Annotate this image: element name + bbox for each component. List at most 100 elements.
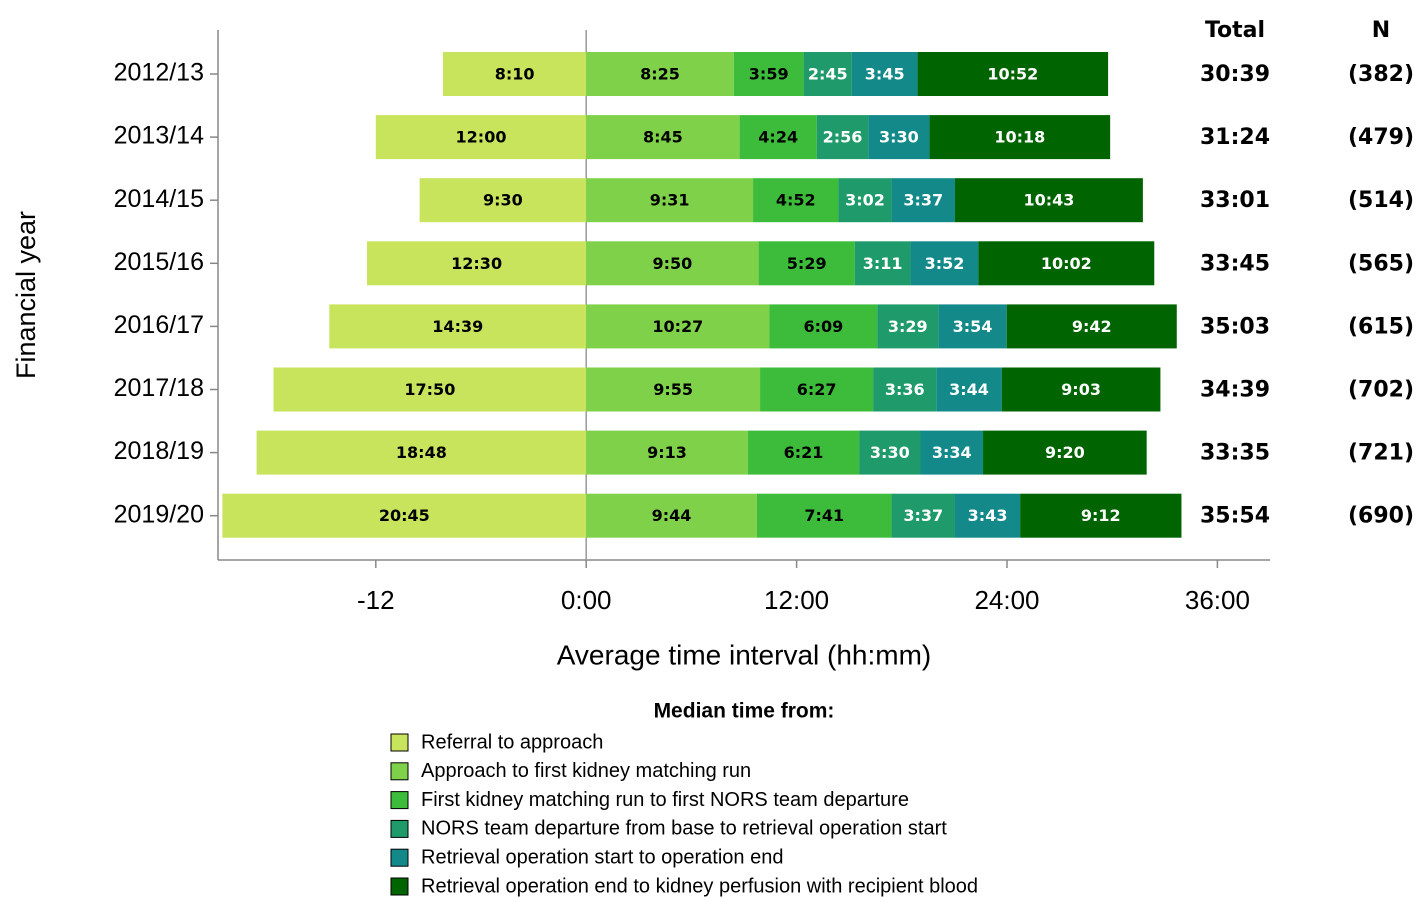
bar-segment <box>753 178 839 223</box>
bar-segment <box>375 115 587 160</box>
total-label: 33:01 <box>1200 188 1270 213</box>
legend-label: Retrieval operation start to operation e… <box>421 846 783 868</box>
data-label: 2:56 <box>823 128 863 147</box>
data-label: 9:44 <box>652 506 692 525</box>
x-tick-label: 24:00 <box>974 585 1039 615</box>
y-tick-label: 2012/13 <box>114 59 204 87</box>
bar-segment <box>891 178 955 223</box>
data-label: 10:18 <box>994 128 1045 147</box>
bar-segment <box>586 430 748 475</box>
data-label: 9:31 <box>650 191 690 210</box>
bar-segment <box>954 178 1143 223</box>
total-label: 35:54 <box>1200 504 1270 529</box>
y-tick-label: 2013/14 <box>114 122 204 150</box>
data-label: 9:12 <box>1081 506 1121 525</box>
data-label: 3:34 <box>932 443 972 462</box>
bar-segment <box>816 115 869 160</box>
y-tick-label: 2019/20 <box>114 500 204 528</box>
data-label: 12:30 <box>451 254 502 273</box>
bar-segment <box>1006 304 1177 349</box>
data-label: 10:43 <box>1023 191 1074 210</box>
bar-segment <box>838 178 892 223</box>
bar-segment <box>419 178 587 223</box>
data-label: 3:54 <box>953 317 993 336</box>
legend-swatch <box>390 848 409 867</box>
data-label: 14:39 <box>432 317 483 336</box>
data-label: 3:30 <box>870 443 910 462</box>
bar-segment <box>733 52 804 96</box>
y-tick-label: 2014/15 <box>114 185 204 213</box>
data-label: 3:59 <box>749 65 789 84</box>
data-label: 3:45 <box>865 65 905 84</box>
data-label: 10:27 <box>652 317 703 336</box>
n-label: (382) <box>1348 62 1414 87</box>
data-label: 3:44 <box>949 380 989 399</box>
data-label: 6:09 <box>803 317 843 336</box>
data-label: 8:25 <box>640 65 680 84</box>
bar-segment <box>859 430 921 475</box>
total-label: 30:39 <box>1200 62 1270 87</box>
bar-segment <box>920 430 984 475</box>
data-label: 3:43 <box>968 506 1008 525</box>
bar-segment <box>938 304 1007 349</box>
y-tick-label: 2016/17 <box>114 311 204 339</box>
bar-segment <box>586 367 761 412</box>
bar-segment <box>1001 367 1161 412</box>
legend-label: Retrieval operation end to kidney perfus… <box>421 875 978 897</box>
legend-label: First kidney matching run to first NORS … <box>421 789 909 811</box>
bar-segment <box>1020 493 1182 538</box>
total-label: 34:39 <box>1200 378 1270 403</box>
data-label: 3:37 <box>903 506 943 525</box>
data-label: 9:30 <box>483 191 523 210</box>
bar-segment <box>873 367 937 412</box>
data-label: 5:29 <box>787 254 827 273</box>
data-label: 7:41 <box>804 506 844 525</box>
bar-segment <box>983 430 1147 475</box>
data-label: 9:20 <box>1045 443 1085 462</box>
bar-segment <box>256 430 587 475</box>
n-label: (690) <box>1348 504 1414 529</box>
n-label: (514) <box>1348 188 1414 213</box>
total-label: 33:45 <box>1200 251 1270 276</box>
data-label: 4:52 <box>776 191 816 210</box>
n-label: (615) <box>1348 314 1414 339</box>
bar-segment <box>586 241 759 286</box>
bar-segment <box>443 52 587 96</box>
total-label: 35:03 <box>1200 314 1270 339</box>
n-label: (721) <box>1348 441 1414 466</box>
bar-segment <box>739 115 817 160</box>
n-header: N <box>1372 18 1390 43</box>
total-header: Total <box>1205 18 1265 43</box>
bar-segment <box>586 304 770 349</box>
bar-segment <box>758 241 855 286</box>
bar-segment <box>367 241 587 286</box>
y-axis-label: Financial year <box>11 211 41 379</box>
x-tick-label: -12 <box>357 585 395 615</box>
bar-segment <box>978 241 1155 286</box>
bar-segment <box>747 430 860 475</box>
data-label: 8:10 <box>495 65 535 84</box>
data-label: 10:52 <box>987 65 1038 84</box>
data-label: 8:45 <box>643 128 683 147</box>
bar-segment <box>954 493 1021 538</box>
data-label: 18:48 <box>396 443 447 462</box>
data-label: 3:02 <box>845 191 885 210</box>
bar-segment <box>756 493 892 538</box>
data-label: 3:29 <box>888 317 928 336</box>
total-label: 33:35 <box>1200 441 1270 466</box>
data-label: 17:50 <box>404 380 455 399</box>
data-label: 3:36 <box>885 380 925 399</box>
bar-segment <box>760 367 874 412</box>
bar-segment <box>868 115 930 160</box>
bar-segment <box>929 115 1111 160</box>
x-tick-label: 0:00 <box>561 585 612 615</box>
bar-segment <box>910 241 979 286</box>
data-label: 3:52 <box>925 254 965 273</box>
data-label: 6:21 <box>784 443 824 462</box>
bar-segment <box>854 241 911 286</box>
n-label: (702) <box>1348 378 1414 403</box>
bar-segment <box>851 52 918 96</box>
bar-segment <box>586 52 734 96</box>
n-label: (565) <box>1348 251 1414 276</box>
